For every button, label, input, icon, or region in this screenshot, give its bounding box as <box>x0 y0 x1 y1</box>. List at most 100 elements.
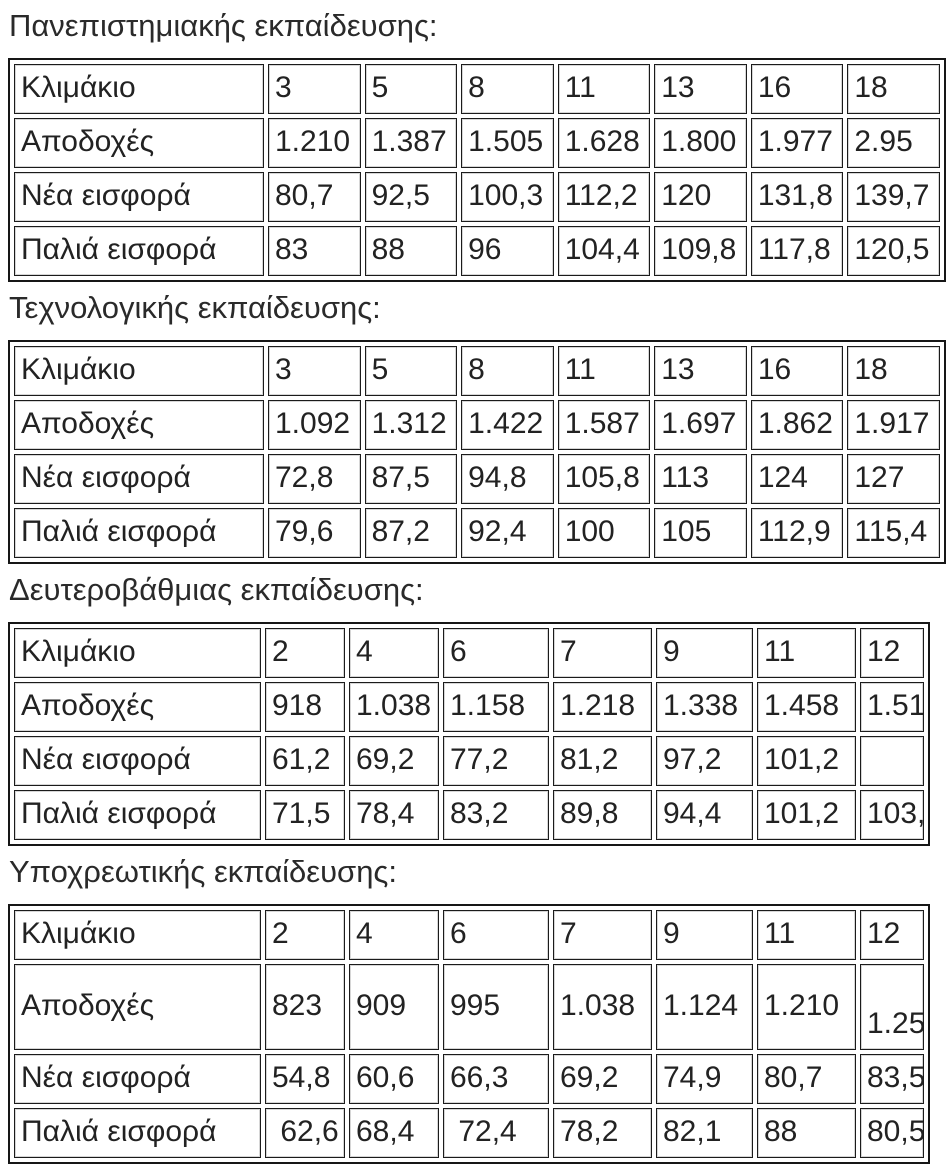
data-cell: 12 <box>860 910 924 960</box>
data-cell: 6 <box>443 910 549 960</box>
data-cell: 120 <box>654 172 747 222</box>
data-cell: 6 <box>443 628 549 678</box>
data-cell: 72,8 <box>268 454 361 504</box>
table-row: Αποδοχές 918 1.038 1.158 1.218 1.338 1.4… <box>14 682 924 732</box>
table-row: Αποδοχές 1.210 1.387 1.505 1.628 1.800 1… <box>14 118 940 168</box>
data-cell: 1.628 <box>557 118 651 168</box>
data-cell: 1.210 <box>757 964 856 1050</box>
data-cell: 83,2 <box>443 790 549 840</box>
table-row: Νέα εισφορά 80,7 92,5 100,3 112,2 120 13… <box>14 172 940 222</box>
data-cell: 1.387 <box>364 118 458 168</box>
data-cell: 1.253 <box>860 964 924 1050</box>
data-cell: 127 <box>847 454 940 504</box>
section-title-university: Πανεπιστημιακής εκπαίδευσης: <box>9 8 438 43</box>
data-cell: 66,3 <box>443 1054 549 1104</box>
data-cell: 92,4 <box>461 508 554 558</box>
row-label-cell: Κλιμάκιο <box>14 346 264 396</box>
data-cell: 2 <box>265 628 345 678</box>
data-cell: 18 <box>847 64 940 114</box>
data-cell: 69,2 <box>349 736 439 786</box>
data-cell: 1.218 <box>553 682 652 732</box>
data-cell: 1.587 <box>557 400 651 450</box>
row-label-cell: Παλιά εισφορά <box>14 790 261 840</box>
table-row: Κλιμάκιο 2 4 6 7 9 11 12 <box>14 628 924 678</box>
data-cell: 74,9 <box>656 1054 753 1104</box>
data-cell: 104,4 <box>557 226 651 276</box>
data-cell: 1.038 <box>349 682 439 732</box>
data-cell: 83,5 <box>860 1054 924 1104</box>
data-cell: 8 <box>461 346 554 396</box>
data-cell: 9 <box>656 910 753 960</box>
table-row: Παλιά εισφορά 71,5 78,4 83,2 89,8 94,4 1… <box>14 790 924 840</box>
table-row: Κλιμάκιο 2 4 6 7 9 11 12 <box>14 910 924 960</box>
data-cell: 1.800 <box>654 118 747 168</box>
data-cell: 3 <box>268 346 361 396</box>
data-cell: 1.092 <box>268 400 361 450</box>
data-cell: 71,5 <box>265 790 345 840</box>
data-cell: 54,8 <box>265 1054 345 1104</box>
data-cell: 69,2 <box>553 1054 652 1104</box>
data-cell: 7 <box>553 910 652 960</box>
data-cell: 995 <box>443 964 549 1050</box>
data-cell: 1.917 <box>847 400 940 450</box>
data-cell: 5 <box>364 346 458 396</box>
data-cell: 16 <box>750 64 844 114</box>
data-cell: 1.458 <box>757 682 856 732</box>
row-label-cell: Νέα εισφορά <box>14 172 264 222</box>
data-cell: 12 <box>860 628 924 678</box>
data-cell: 94,4 <box>656 790 753 840</box>
row-label-cell: Κλιμάκιο <box>14 628 261 678</box>
data-cell: 112,2 <box>557 172 651 222</box>
table-row: Νέα εισφορά 72,8 87,5 94,8 105,8 113 124… <box>14 454 940 504</box>
row-label-cell: Αποδοχές <box>14 400 264 450</box>
data-cell: 100,3 <box>461 172 554 222</box>
data-cell: 115,4 <box>847 508 940 558</box>
data-cell: 88 <box>757 1108 856 1158</box>
data-cell: 823 <box>265 964 345 1050</box>
data-cell: 61,2 <box>265 736 345 786</box>
table-row: Νέα εισφορά 54,8 60,6 66,3 69,2 74,9 80,… <box>14 1054 924 1104</box>
data-cell: 101,2 <box>757 790 856 840</box>
data-cell: 78,4 <box>349 790 439 840</box>
data-cell: 101,2 <box>757 736 856 786</box>
data-cell: 100 <box>557 508 651 558</box>
data-cell: 77,2 <box>443 736 549 786</box>
table-row: Αποδοχές 823 909 995 1.038 1.124 1.210 1… <box>14 964 924 1050</box>
row-label-cell: Αποδοχές <box>14 118 264 168</box>
data-cell: 124 <box>750 454 844 504</box>
table-row: Αποδοχές 1.092 1.312 1.422 1.587 1.697 1… <box>14 400 940 450</box>
data-cell: 80,5 <box>860 1108 924 1158</box>
data-cell: 109,8 <box>654 226 747 276</box>
data-cell: 1.518 <box>860 682 924 732</box>
data-cell: 112,9 <box>750 508 844 558</box>
data-cell: 9 <box>656 628 753 678</box>
data-cell: 94,8 <box>461 454 554 504</box>
data-cell: 1.312 <box>364 400 458 450</box>
data-cell: 60,6 <box>349 1054 439 1104</box>
section-title-technological: Τεχνολογικής εκπαίδευσης: <box>9 290 381 325</box>
data-cell: 79,6 <box>268 508 361 558</box>
data-cell: 87,5 <box>364 454 458 504</box>
data-cell: 1.505 <box>461 118 554 168</box>
data-cell: 18 <box>847 346 940 396</box>
row-label-cell: Νέα εισφορά <box>14 736 261 786</box>
data-cell: 1.038 <box>553 964 652 1050</box>
data-cell: 72,4 <box>443 1108 549 1158</box>
data-cell: 1.977 <box>750 118 844 168</box>
data-cell: 96 <box>461 226 554 276</box>
row-label-cell: Παλιά εισφορά <box>14 1108 261 1158</box>
data-cell: 1.697 <box>654 400 747 450</box>
row-label-cell: Παλιά εισφορά <box>14 226 264 276</box>
data-cell: 11 <box>557 346 651 396</box>
data-cell: 131,8 <box>750 172 844 222</box>
data-cell: 113 <box>654 454 747 504</box>
data-cell: 7 <box>553 628 652 678</box>
data-cell: 918 <box>265 682 345 732</box>
table-technological: Κλιμάκιο 3 5 8 11 13 16 18 Αποδοχές 1.09… <box>8 340 946 564</box>
data-cell: 103,5 <box>860 790 924 840</box>
row-label-cell: Παλιά εισφορά <box>14 508 264 558</box>
table-row: Παλιά εισφορά 79,6 87,2 92,4 100 105 112… <box>14 508 940 558</box>
data-cell: 105 <box>654 508 747 558</box>
table-compulsory: Κλιμάκιο 2 4 6 7 9 11 12 Αποδοχές 823 90… <box>8 904 930 1164</box>
data-cell: 120,5 <box>847 226 940 276</box>
